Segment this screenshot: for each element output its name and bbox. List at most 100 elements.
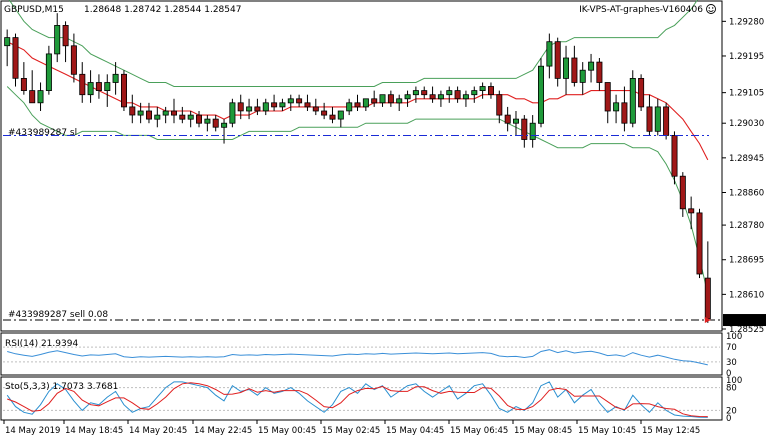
candle-body-bull [563, 57, 570, 79]
stoch-tick-label: 20 [726, 406, 737, 416]
candle-body-bear [121, 73, 128, 108]
time-tick-label: 15 May 04:45 [386, 426, 444, 436]
sell-arrow-marker [704, 317, 711, 324]
candle [154, 106, 161, 128]
stoch-tick-label: 0 [726, 414, 731, 424]
candle-body-bear [387, 94, 394, 104]
candle-body-bear [354, 102, 361, 108]
candle [412, 86, 419, 103]
candle-body-bear [145, 110, 152, 120]
candle-body-bear [621, 102, 628, 124]
candle-body-bear [20, 78, 27, 92]
candle-body-bull [287, 98, 294, 104]
candle [504, 106, 511, 132]
main-panel-frame [0, 0, 723, 332]
candle [437, 90, 444, 107]
candle [162, 106, 169, 124]
candle-body-bear [671, 134, 678, 177]
candle [688, 196, 695, 230]
price-tick-label: 1.29105 [729, 89, 764, 99]
smiley-icon [706, 4, 716, 14]
candle [638, 74, 645, 111]
candle [95, 74, 102, 99]
candle-body-bull [546, 41, 553, 67]
candle-body-bear [571, 57, 578, 83]
candle-body-bull [221, 122, 228, 128]
candle-body-bear [296, 98, 303, 104]
candle [446, 86, 453, 103]
candle [462, 90, 469, 107]
candle-body-bull [337, 110, 344, 120]
candle-body-bear [638, 78, 645, 108]
candle [579, 62, 586, 95]
candle-body-bear [487, 86, 494, 96]
candle-body-bear [696, 212, 703, 275]
candle-body-bear [496, 94, 503, 116]
candle [346, 98, 353, 116]
time-tick-label: 14 May 2019 [5, 426, 60, 436]
candle [362, 98, 369, 111]
stoch-main-line [6, 381, 708, 418]
current-price-box [723, 314, 766, 327]
candle-body-bull [471, 90, 478, 96]
candle-body-bull [396, 98, 403, 104]
rsi-tick-label: 30 [726, 358, 737, 368]
candle-body-bull [529, 122, 536, 140]
candle [538, 58, 545, 128]
candle-body-bear [70, 45, 77, 75]
candle [371, 90, 378, 107]
chart-symbol-label: GBPUSD,M15 [4, 5, 64, 15]
candle [513, 110, 520, 136]
price-tick-label: 1.29030 [729, 119, 764, 129]
time-tick-label: 15 May 08:45 [514, 426, 572, 436]
candle [145, 102, 152, 124]
bollinger-bands [6, 0, 709, 295]
candle [37, 82, 44, 111]
candle-body-bull [538, 65, 545, 124]
candle [563, 45, 570, 95]
candle-body-bull [362, 98, 369, 108]
order-sl-label: #433989287 sl [8, 128, 77, 138]
candle-body-bull [187, 114, 194, 120]
candle-body-bull [613, 102, 620, 112]
candle-body-bull [479, 86, 486, 91]
candle-body-bear [371, 98, 378, 104]
candle [404, 90, 411, 107]
candle [221, 119, 228, 144]
candle [613, 94, 620, 124]
candle [87, 70, 94, 103]
rsi-tick-label: 70 [726, 343, 737, 353]
candle [179, 106, 186, 124]
candle [421, 86, 428, 99]
candle [195, 110, 202, 128]
candle-body-bull [412, 90, 419, 96]
candle-body-bull [37, 90, 44, 104]
candle [496, 90, 503, 124]
candle [79, 62, 86, 103]
stoch-panel-frame [0, 376, 723, 421]
bollinger-lower-line [6, 86, 709, 295]
candle-body-bull [262, 102, 269, 112]
candle [329, 106, 336, 124]
candle [187, 110, 194, 128]
candle-body-bull [246, 106, 253, 112]
candle-body-bear [179, 114, 186, 120]
candle [571, 45, 578, 87]
candle [112, 62, 119, 95]
candle-body-bear [212, 118, 219, 128]
price-axis: 1.29280 1.29195 1.29105 1.29030 1.28945 1.288… [722, 17, 766, 335]
order-lines [3, 134, 720, 324]
candle-body-bull [45, 53, 52, 92]
candle-body-bear [704, 277, 711, 320]
candle-body-bull [137, 110, 144, 116]
candle-body-bear [521, 118, 528, 140]
candle [246, 98, 253, 120]
candle [237, 94, 244, 120]
candle [104, 74, 111, 107]
candle [170, 98, 177, 124]
time-tick-label: 15 May 06:45 [450, 426, 508, 436]
time-tick-label: 15 May 10:45 [578, 426, 636, 436]
expert-name-label: IK-VPS-AT-graphes-V160406 [579, 5, 703, 15]
